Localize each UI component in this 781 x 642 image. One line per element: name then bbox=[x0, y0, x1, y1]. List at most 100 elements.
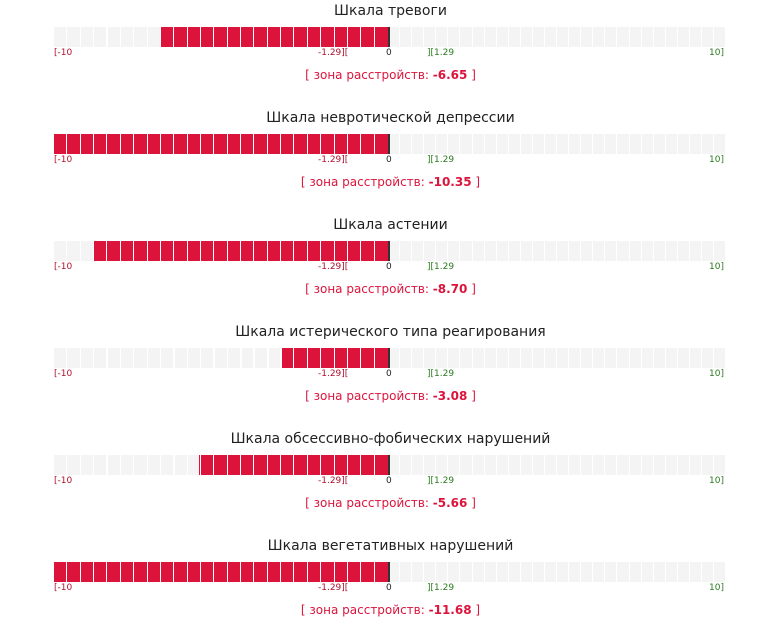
bar-segment bbox=[641, 455, 654, 475]
bar-segment bbox=[557, 455, 570, 475]
zero-marker bbox=[388, 348, 390, 368]
bar-segment bbox=[412, 134, 425, 154]
bar-segment bbox=[593, 27, 606, 47]
zone-value: -5.66 bbox=[432, 496, 468, 510]
bar-segment bbox=[436, 241, 449, 261]
bar-segment bbox=[714, 348, 726, 368]
bar-segment bbox=[689, 348, 703, 368]
zone-prefix: [ зона расстройств: bbox=[305, 389, 429, 403]
scale-block: Шкала обсессивно-фобических нарушений [-1… bbox=[0, 428, 781, 535]
tick-max: 10] bbox=[709, 262, 724, 272]
zone-label: [ зона расстройств: -3.08 ] bbox=[0, 388, 781, 404]
bar-segment bbox=[581, 455, 594, 475]
bar-segment bbox=[412, 27, 425, 47]
scale-block: Шкала астении [-10 -1.29][0][1.29 10] [ зона… bbox=[0, 214, 781, 321]
bar-segment bbox=[508, 348, 521, 368]
bar-segment bbox=[665, 348, 678, 368]
bar-segment bbox=[702, 241, 715, 261]
bar-segment bbox=[605, 348, 618, 368]
zone-value: -6.65 bbox=[432, 68, 468, 82]
bar-segment bbox=[702, 27, 715, 47]
bar-segment bbox=[702, 455, 715, 475]
bar-segment bbox=[508, 455, 521, 475]
zero-marker bbox=[388, 455, 390, 475]
bar-segment bbox=[496, 241, 509, 261]
bar-segment bbox=[448, 562, 461, 582]
bar-segment bbox=[653, 562, 666, 582]
bar-segment bbox=[532, 455, 546, 475]
tick-neg-threshold: -1.29][ bbox=[318, 262, 349, 272]
bar-segment bbox=[545, 348, 558, 368]
bar-segment bbox=[665, 134, 678, 154]
bar-segment bbox=[557, 562, 570, 582]
tick-zero: 0 bbox=[386, 155, 392, 165]
bar-segment bbox=[201, 348, 215, 368]
tick-pos-threshold: ][1.29 bbox=[427, 583, 455, 593]
bar-segment bbox=[484, 27, 497, 47]
tick-neg-threshold: -1.29][ bbox=[318, 48, 349, 58]
zone-label: [ зона расстройств: -11.68 ] bbox=[0, 602, 781, 618]
bar-segment bbox=[472, 134, 485, 154]
scale-block: Шкала невротической депрессии [-10 -1.29][… bbox=[0, 107, 781, 214]
bar-segment bbox=[665, 27, 678, 47]
bar-segment bbox=[581, 562, 594, 582]
bar-segment bbox=[472, 562, 485, 582]
bar-segment bbox=[436, 562, 449, 582]
bar-segment bbox=[653, 27, 666, 47]
tick-min: [-10 bbox=[54, 155, 73, 165]
bar-segment bbox=[593, 241, 606, 261]
bar-segment bbox=[641, 348, 654, 368]
bar-segment bbox=[388, 241, 401, 261]
bar-segment bbox=[424, 27, 437, 47]
bar-segment bbox=[436, 348, 449, 368]
zero-marker bbox=[388, 562, 390, 582]
bar-segment bbox=[641, 241, 654, 261]
scale-title: Шкала вегетативных нарушений bbox=[267, 538, 514, 554]
zone-suffix: ] bbox=[475, 175, 481, 189]
bar-segment bbox=[677, 562, 690, 582]
bar-segment bbox=[460, 455, 473, 475]
bar-segment bbox=[424, 241, 437, 261]
bar-segment bbox=[557, 27, 570, 47]
bar-segment bbox=[689, 455, 703, 475]
bar-segment bbox=[714, 27, 726, 47]
bar-segment bbox=[496, 134, 509, 154]
zone-label: [ зона расстройств: -6.65 ] bbox=[0, 67, 781, 83]
bar-segment bbox=[375, 562, 389, 582]
bar-segment bbox=[520, 455, 533, 475]
bar-segment bbox=[593, 562, 606, 582]
bar-segment bbox=[569, 562, 582, 582]
bar-segment bbox=[460, 241, 473, 261]
bar-segment bbox=[665, 241, 678, 261]
bar-segment bbox=[484, 455, 497, 475]
bar-segment bbox=[400, 241, 413, 261]
bar-segment bbox=[593, 348, 606, 368]
bar-segment bbox=[557, 348, 570, 368]
scale-title: Шкала астении bbox=[333, 217, 448, 233]
tick-max: 10] bbox=[709, 155, 724, 165]
tick-pos-threshold: ][1.29 bbox=[427, 369, 455, 379]
bar-segment bbox=[460, 134, 473, 154]
bar-segment bbox=[424, 455, 437, 475]
bar-segment bbox=[605, 455, 618, 475]
tick-zero: 0 bbox=[386, 262, 392, 272]
zero-marker bbox=[388, 27, 390, 47]
bar-segment bbox=[241, 348, 256, 368]
bar-segment bbox=[545, 455, 558, 475]
bar-segment bbox=[472, 241, 485, 261]
bar-segment bbox=[677, 241, 690, 261]
bar-segment bbox=[629, 562, 642, 582]
bar-segment bbox=[188, 348, 202, 368]
bar-segment bbox=[436, 27, 449, 47]
bar-segment bbox=[388, 455, 401, 475]
bar-segment bbox=[714, 134, 726, 154]
bar-segment bbox=[545, 562, 558, 582]
bar-segment bbox=[569, 134, 582, 154]
bar-segment bbox=[569, 241, 582, 261]
bar-segment bbox=[605, 562, 618, 582]
zone-suffix: ] bbox=[471, 282, 476, 296]
zone-suffix: ] bbox=[471, 389, 476, 403]
bar-segment bbox=[460, 27, 473, 47]
bar-segment bbox=[520, 241, 533, 261]
scale-block: Шкала истерического типа реагирования [-1… bbox=[0, 321, 781, 428]
